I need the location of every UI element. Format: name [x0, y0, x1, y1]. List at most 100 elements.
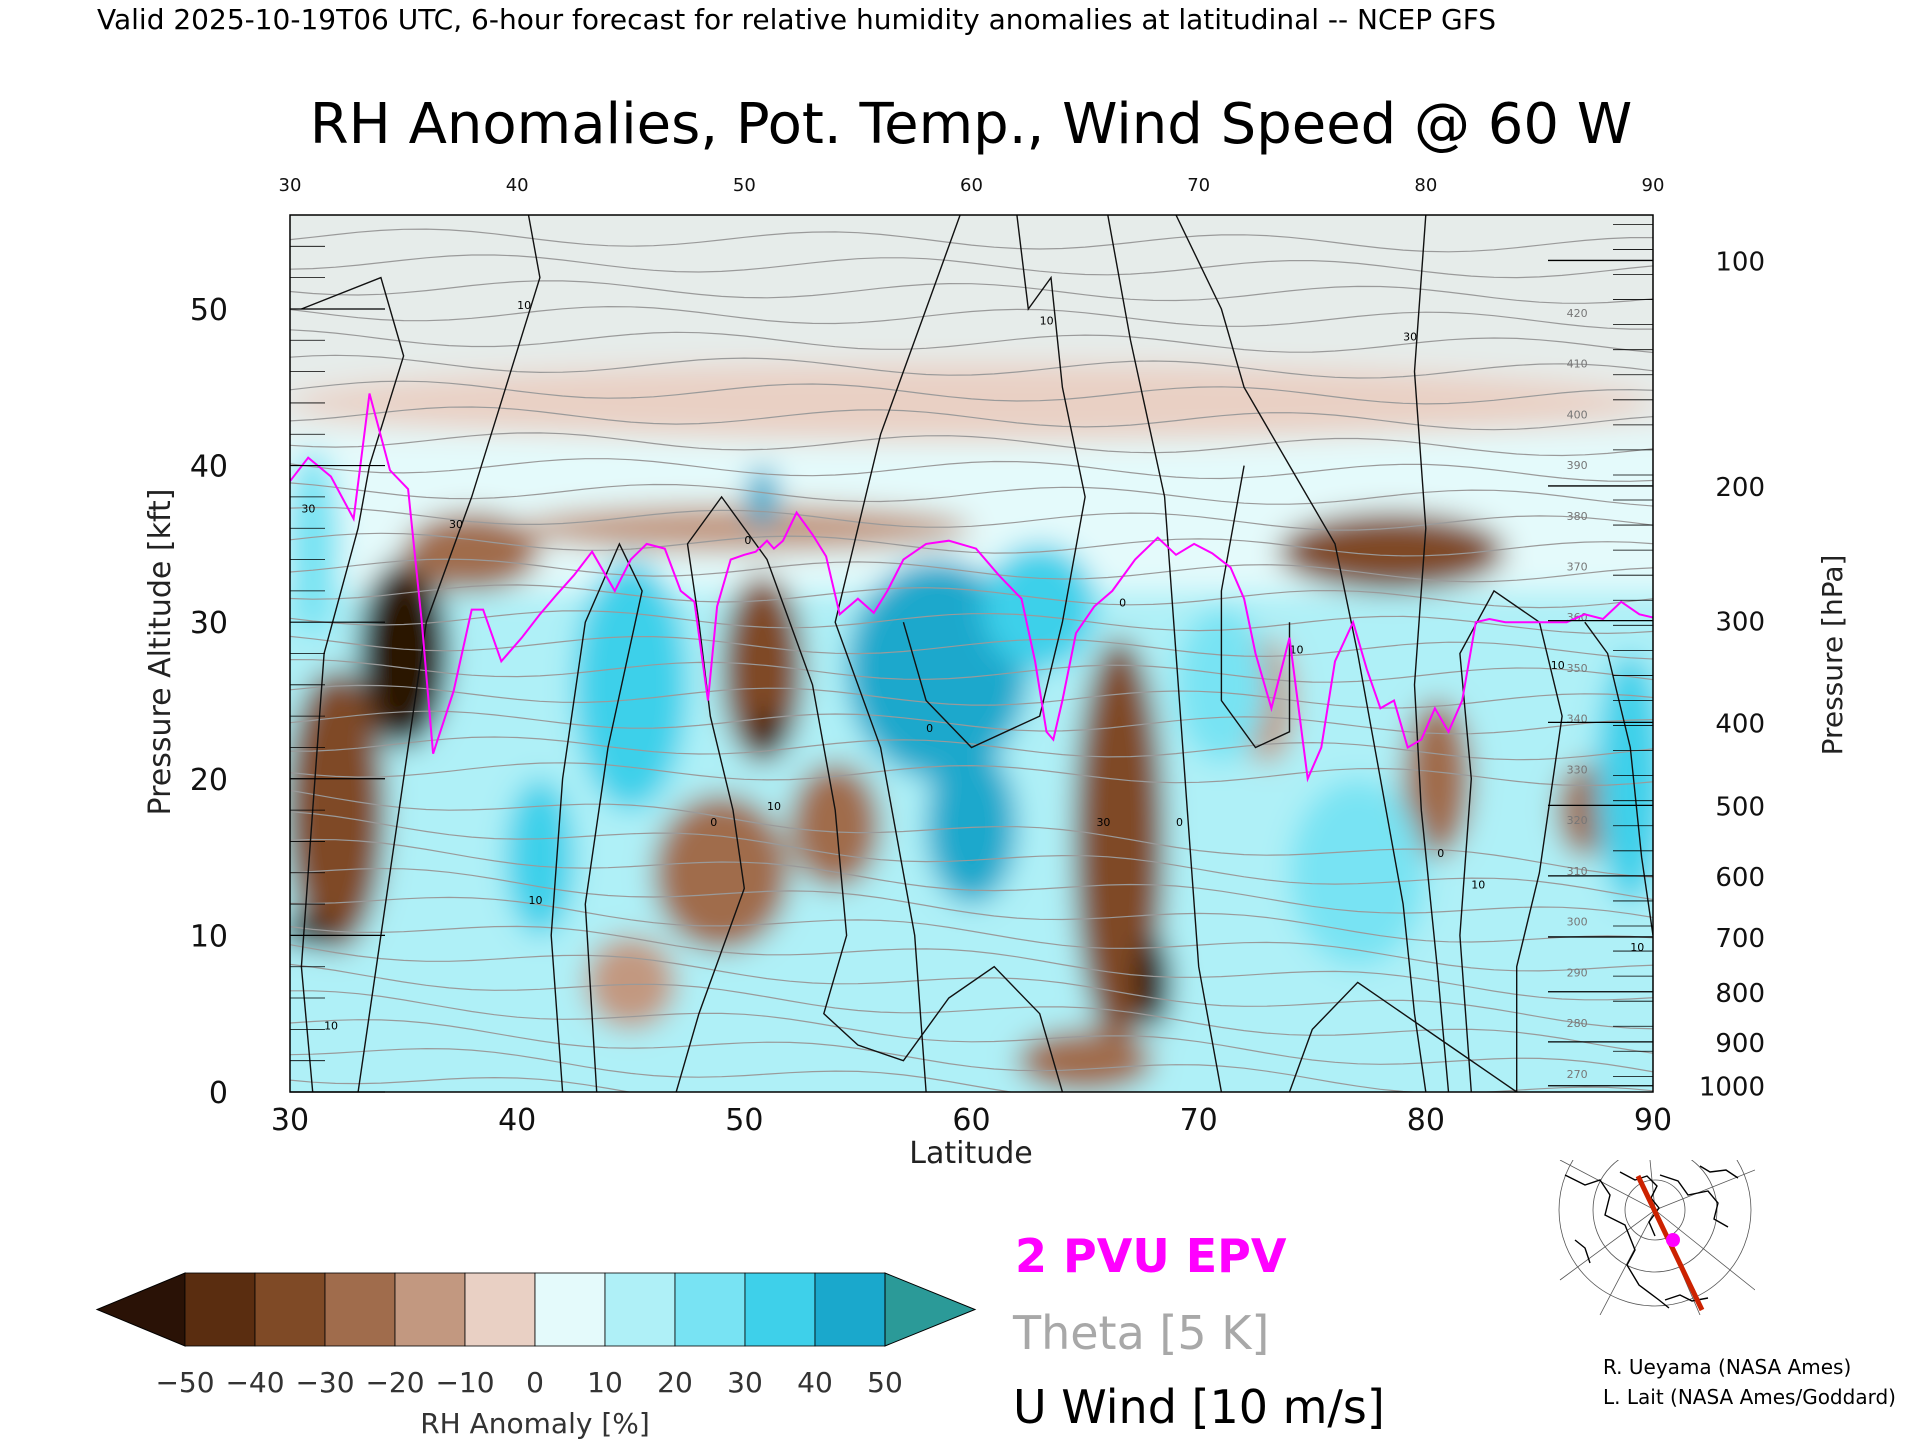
theta-contour-5: [290, 944, 1653, 1030]
u-wind-contour-9: [1459, 589, 1563, 1092]
x-tick-label-2: 50: [725, 1103, 763, 1138]
u-wind-label-0: 10: [324, 1019, 338, 1032]
rh-patch-7: [789, 763, 881, 889]
theta-label-1: 280: [1567, 1017, 1588, 1030]
u-wind-label-10: 0: [1176, 816, 1183, 829]
colorbar-segment-2: [324, 1272, 396, 1347]
theta-contour-10: [290, 811, 1653, 901]
y-tick-label-2: 20: [190, 763, 228, 798]
u-wind-label-6: 0: [926, 722, 933, 735]
u-wind-contour-1: [357, 215, 541, 1092]
x-top-tick-label-1: 40: [506, 175, 529, 196]
pressure-tick-label-6: 700: [1715, 924, 1765, 954]
colorbar-tick-1: −40: [225, 1366, 284, 1399]
x-top-tick-label-6: 90: [1642, 175, 1665, 196]
x-top-tick-label-4: 70: [1187, 175, 1210, 196]
y-axis-ticks: 0 10 20 30 40 50: [190, 293, 228, 1111]
colorbar-tick-labels: −50 −40 −30 −20 −10 0 10 20 30 40 50: [155, 1366, 902, 1399]
x-axis-top-ticks: 30 40 50 60 70 80 90: [279, 175, 1665, 196]
pressure-tick-label-7: 800: [1715, 979, 1765, 1009]
chart-title: RH Anomalies, Pot. Temp., Wind Speed @ 6…: [310, 92, 1632, 157]
theta-label-12: 390: [1567, 459, 1588, 472]
x-axis-ticks: 30 40 50 60 70 80 90: [271, 1103, 1672, 1138]
rh-patch-22: [982, 543, 1097, 670]
x-axis-label: Latitude: [909, 1136, 1032, 1171]
pressure-axis-label: Pressure [hPa]: [1816, 555, 1849, 756]
theta-contours: 2702802903003103203303403503603703803904…: [290, 228, 1653, 1092]
colorbar-tick-10: 50: [867, 1366, 903, 1399]
theta-contour-23: [290, 482, 1653, 507]
valid-time-header: Valid 2025-10-19T06 UTC, 6-hour forecast…: [97, 3, 1496, 36]
x-tick-label-3: 60: [952, 1103, 990, 1138]
legend: 2 PVU EPV Theta [5 K] U Wind [10 m/s]: [1012, 1229, 1385, 1434]
y-tick-label-4: 40: [190, 450, 228, 485]
colorbar-segment-7: [674, 1272, 746, 1347]
u-wind-label-11: 10: [1290, 644, 1304, 657]
rh-patch-9: [1073, 637, 1165, 1046]
x-top-tick-label-2: 50: [733, 175, 756, 196]
y-tick-label-1: 10: [190, 919, 228, 954]
rh-patch-6: [653, 794, 790, 952]
colorbar-tick-6: 10: [587, 1366, 623, 1399]
legend-epv: 2 PVU EPV: [1015, 1229, 1287, 1283]
u-wind-label-3: 10: [529, 894, 543, 907]
colorbar-tick-4: −10: [435, 1366, 494, 1399]
globe-map-icon: [1558, 1160, 1755, 1315]
theta-label-13: 400: [1567, 408, 1588, 421]
theta-contour-12: [290, 762, 1653, 787]
theta-contour-13: [290, 736, 1653, 761]
theta-contour-29: [290, 329, 1653, 354]
colorbar-segment-9: [814, 1272, 886, 1347]
colorbar-segment-4: [464, 1272, 536, 1347]
colorbar-segment-3: [394, 1272, 466, 1347]
theta-label-8: 350: [1567, 662, 1588, 675]
theta-label-2: 290: [1567, 966, 1588, 979]
x-tick-label-5: 80: [1407, 1103, 1445, 1138]
u-wind-contour-3: [675, 495, 1064, 1092]
x-tick-label-6: 90: [1634, 1103, 1672, 1138]
colorbar-segment-1: [254, 1272, 326, 1347]
colorbar-tick-9: 40: [797, 1366, 833, 1399]
u-wind-label-9: 0: [1119, 597, 1126, 610]
y-tick-label-5: 50: [190, 293, 228, 328]
colorbar-segment-6: [604, 1272, 676, 1347]
colorbar-tick-3: −20: [365, 1366, 424, 1399]
theta-contour-9: [290, 838, 1653, 918]
colorbar-tick-5: 0: [526, 1366, 544, 1399]
u-wind-label-2: 30: [449, 518, 463, 531]
x-top-tick-label-3: 60: [960, 175, 983, 196]
u-wind-label-7: 10: [1040, 315, 1054, 328]
rh-patch-10: [1135, 935, 1172, 1030]
rh-patch-21: [926, 747, 1017, 905]
theta-contour-30: [290, 305, 1653, 330]
theta-contour-31: [290, 280, 1653, 304]
theta-contour-18: [290, 610, 1653, 635]
theta-contour-28: [290, 354, 1653, 379]
u-wind-label-4: 0: [710, 816, 717, 829]
theta-contour-6: [290, 925, 1653, 1001]
plot-area: 2702802903003103203303403503603703803904…: [289, 214, 1654, 1093]
pressure-tick-label-3: 400: [1715, 709, 1765, 739]
theta-contour-27: [290, 380, 1653, 405]
rh-patch-25: [1596, 653, 1653, 905]
colorbar-tick-8: 30: [727, 1366, 763, 1399]
theta-contour-15: [290, 684, 1653, 709]
theta-contour-25: [290, 432, 1653, 457]
theta-label-14: 410: [1567, 358, 1588, 371]
rh-patch-24: [1289, 778, 1426, 967]
theta-label-15: 420: [1567, 307, 1588, 320]
u-wind-label-13: 30: [1403, 330, 1417, 343]
colorbar-tick-7: 20: [657, 1366, 693, 1399]
pressure-tick-label-2: 300: [1715, 608, 1765, 638]
u-wind-contour-6: [1107, 215, 1223, 1092]
theta-label-4: 310: [1567, 865, 1588, 878]
theta-label-3: 300: [1567, 916, 1588, 929]
2pvu-epv-line: [290, 393, 1653, 783]
theta-contour-3: [290, 990, 1653, 1073]
u-wind-contour-11: [1413, 215, 1450, 1092]
pressure-tick-label-0: 100: [1715, 247, 1765, 277]
u-wind-label-8: 30: [1096, 816, 1110, 829]
legend-theta: Theta [5 K]: [1012, 1306, 1269, 1360]
theta-label-5: 320: [1567, 814, 1588, 827]
